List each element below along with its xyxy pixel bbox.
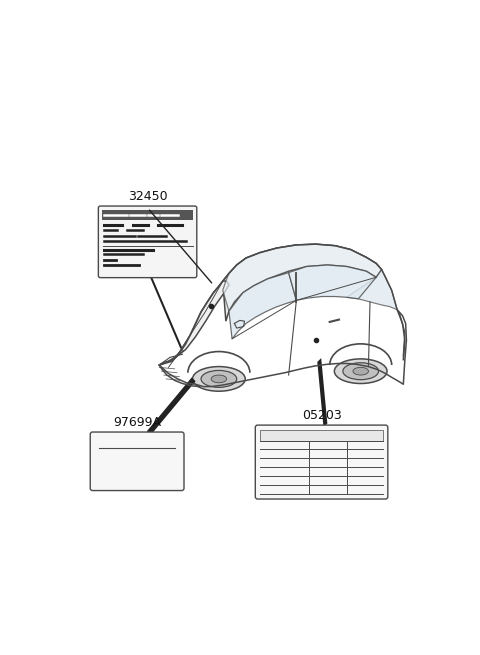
Ellipse shape [353,367,369,375]
Text: 32450: 32450 [128,189,168,202]
Text: 05203: 05203 [302,409,341,422]
Text: 97699A: 97699A [113,416,161,429]
FancyBboxPatch shape [260,430,383,441]
Ellipse shape [211,375,227,383]
Polygon shape [317,358,327,428]
Polygon shape [229,272,296,339]
FancyBboxPatch shape [255,425,388,499]
Polygon shape [223,244,382,311]
Ellipse shape [343,363,379,380]
Polygon shape [223,244,382,321]
FancyBboxPatch shape [102,210,193,220]
Polygon shape [347,270,397,310]
Ellipse shape [201,371,237,387]
Polygon shape [159,281,229,365]
FancyBboxPatch shape [98,206,197,278]
Polygon shape [137,248,184,352]
Polygon shape [288,265,376,301]
Polygon shape [147,377,196,435]
Ellipse shape [192,367,245,391]
Ellipse shape [335,359,387,384]
FancyBboxPatch shape [90,432,184,491]
